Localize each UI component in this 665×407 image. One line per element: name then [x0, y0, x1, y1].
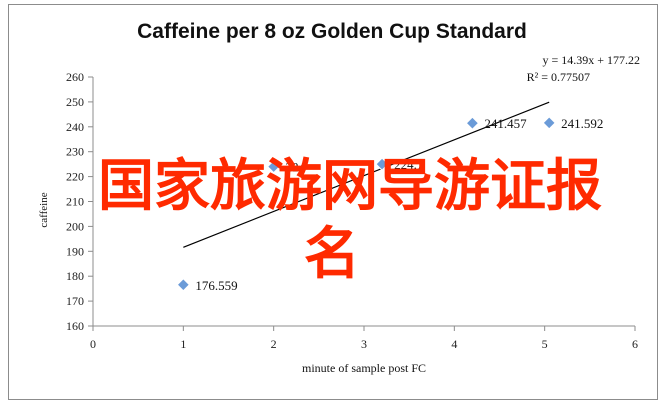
y-tick-label: 200 — [66, 219, 84, 233]
y-tick-label: 230 — [66, 145, 84, 159]
x-tick-label: 4 — [451, 337, 457, 351]
data-point-label: 224 — [286, 160, 306, 175]
watermark-line2: 名 — [304, 222, 360, 287]
data-point-marker — [176, 278, 191, 292]
data-point-label: 241.457 — [484, 116, 527, 131]
trendline-line — [183, 101, 550, 248]
watermark-line1: 国家旅游网导游证报 — [98, 154, 602, 219]
y-tick-label: 250 — [66, 95, 84, 109]
y-tick-label: 180 — [66, 269, 84, 283]
data-point-marker — [542, 116, 556, 130]
data-point-marker — [266, 159, 281, 174]
x-tick-label: 1 — [180, 337, 186, 351]
data-points: 176.559 224 224.7 241.457 241.592 — [176, 116, 603, 293]
y-tick-label: 240 — [66, 120, 84, 134]
y-tick-label: 170 — [66, 294, 84, 308]
x-tick-label: 6 — [632, 337, 638, 351]
data-point-label: 176.559 — [195, 278, 237, 293]
y-tick-label: 210 — [66, 195, 84, 209]
trendline — [183, 101, 550, 248]
y-tick-label: 220 — [66, 170, 84, 184]
y-axis-label: caffeine — [38, 192, 50, 227]
data-point-label: 241.592 — [561, 116, 603, 131]
y-tick-label: 160 — [66, 319, 84, 333]
data-point-marker — [375, 157, 389, 171]
trendline-equation: y = 14.39x + 177.22 R² = 0.77507 — [527, 53, 640, 84]
chart-title: Caffeine per 8 oz Golden Cup Standard — [137, 20, 527, 43]
watermark: 国家旅游网导游证报 名 — [98, 154, 602, 287]
r-squared-text: R² = 0.77507 — [527, 70, 590, 84]
x-tick-label: 5 — [542, 337, 548, 351]
axes: 160 170 180 190 200 210 220 230 240 250 260 0 1 2 3 4 5 6 — [66, 70, 638, 351]
data-point-marker — [465, 116, 480, 130]
chart-frame — [8, 4, 658, 400]
x-tick-label: 0 — [90, 337, 96, 351]
equation-text: y = 14.39x + 177.22 — [542, 53, 640, 67]
y-tick-label: 190 — [66, 244, 84, 258]
data-point-label: 224.7 — [394, 157, 424, 172]
x-tick-label: 3 — [361, 337, 367, 351]
x-axis-label: minute of sample post FC — [302, 361, 426, 375]
x-tick-label: 2 — [271, 337, 277, 351]
y-tick-label: 260 — [66, 70, 84, 84]
